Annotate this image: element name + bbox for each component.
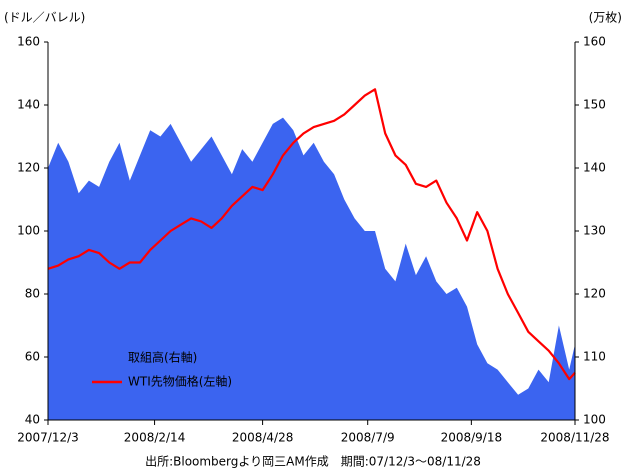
- y-tick-label: 60: [25, 350, 40, 364]
- y2-tick-label: 160: [583, 35, 606, 49]
- x-tick-label: 2008/7/9: [341, 431, 395, 445]
- x-tick-label: 2008/11/28: [540, 431, 609, 445]
- y-tick-label: 80: [25, 287, 40, 301]
- y-tick-label: 100: [17, 224, 40, 238]
- legend-label: WTI先物価格(左軸): [128, 374, 232, 389]
- y-tick-label: 120: [17, 161, 40, 175]
- line: [47, 88, 576, 381]
- y2-tick-label: 120: [583, 287, 606, 301]
- y2-tick-label: 150: [583, 98, 606, 112]
- x-tick-label: 2008/9/18: [441, 431, 503, 445]
- legend-label: 取組高(右軸): [128, 350, 197, 365]
- y2-tick-label: 130: [583, 224, 606, 238]
- y2-tick-label: 110: [583, 350, 606, 364]
- y-tick-label: 160: [17, 35, 40, 49]
- y-axis-label: (ドル／バレル): [4, 11, 85, 25]
- x-tick-label: 2008/2/14: [124, 431, 186, 445]
- y-tick-label: 40: [25, 413, 40, 427]
- y-tick-label: 140: [17, 98, 40, 112]
- x-tick-label: 2008/4/28: [232, 431, 294, 445]
- y2-tick-label: 100: [583, 413, 606, 427]
- area: [48, 117, 575, 420]
- y2-tick-label: 140: [583, 161, 606, 175]
- note: 出所:Bloombergより岡三AM作成 期間:07/12/3〜08/11/28: [145, 455, 481, 469]
- legend-swatch: [92, 352, 122, 364]
- y2-axis-label: (万枚): [589, 10, 622, 25]
- x-tick-label: 2007/12/3: [17, 431, 79, 445]
